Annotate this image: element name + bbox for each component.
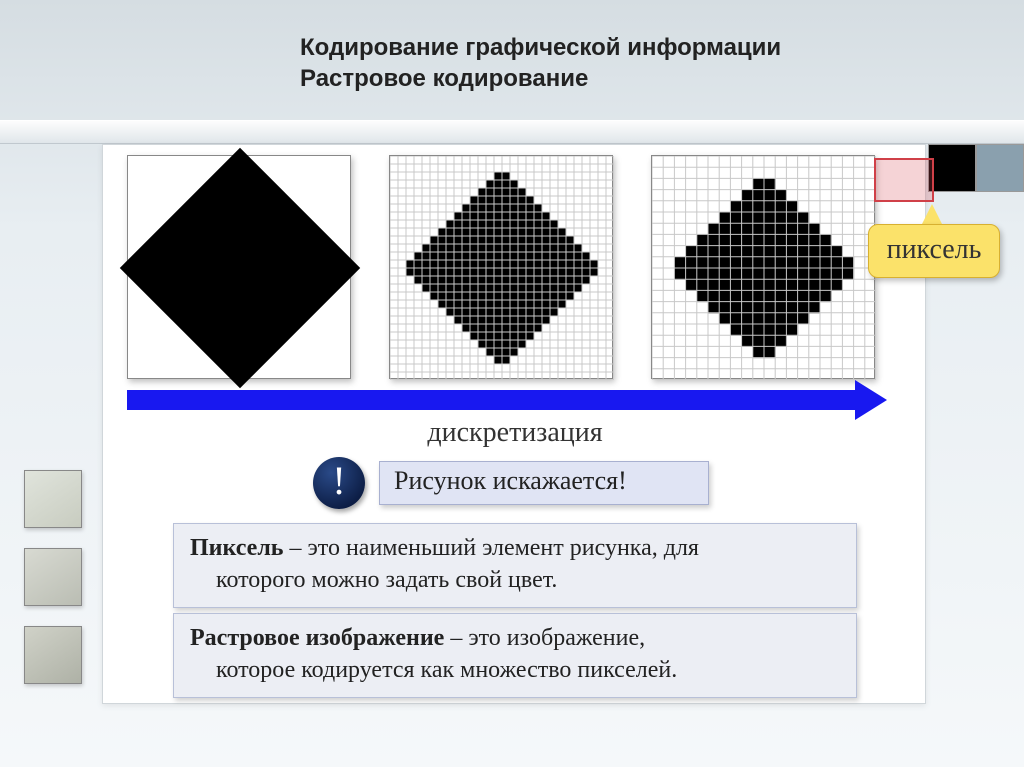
warning-box: Рисунок искажается! xyxy=(379,461,709,505)
diamond-grid-fine xyxy=(390,156,614,380)
slide-header: Кодирование графической информации Растр… xyxy=(0,0,1024,94)
horizontal-separator xyxy=(0,120,1024,144)
header-line2: Растровое кодирование xyxy=(300,63,1024,94)
def-pixel-text1: – это наименьший элемент рисунка, для xyxy=(283,535,698,561)
diamond-grid-coarse xyxy=(652,156,876,380)
diamond-grid-coarse-box xyxy=(651,155,875,379)
side-square-3 xyxy=(24,626,82,684)
side-square-1 xyxy=(24,470,82,528)
exclamation-icon: ! xyxy=(313,457,365,509)
header-line1: Кодирование графической информации xyxy=(300,32,1024,63)
discretization-label: дискретизация xyxy=(103,417,927,449)
discretization-arrow xyxy=(127,385,887,415)
arrow-head xyxy=(855,380,887,420)
def-raster-text2: которое кодируется как множество пикселе… xyxy=(190,654,840,686)
side-square-2 xyxy=(24,548,82,606)
def-raster-text1: – это изображение, xyxy=(444,625,645,651)
def-pixel-text2: которого можно задать свой цвет. xyxy=(190,564,840,596)
corner-pixel-0 xyxy=(928,144,976,192)
content-panel: дискретизация ! Рисунок искажается! Пикс… xyxy=(102,144,926,704)
corner-pixel-swatch xyxy=(928,144,1024,192)
def-pixel-term: Пиксель xyxy=(190,535,283,561)
corner-pixel-1 xyxy=(976,144,1024,192)
diamond-smooth xyxy=(120,148,360,388)
definition-raster: Растровое изображение – это изображение,… xyxy=(173,613,857,698)
arrow-shaft xyxy=(127,390,857,410)
definition-pixel: Пиксель – это наименьший элемент рисунка… xyxy=(173,523,857,608)
diamond-smooth-box xyxy=(127,155,351,379)
zoom-frame xyxy=(874,158,934,202)
pixel-callout: пиксель xyxy=(868,224,1000,278)
def-raster-term: Растровое изображение xyxy=(190,625,444,651)
diamond-grid-fine-box xyxy=(389,155,613,379)
